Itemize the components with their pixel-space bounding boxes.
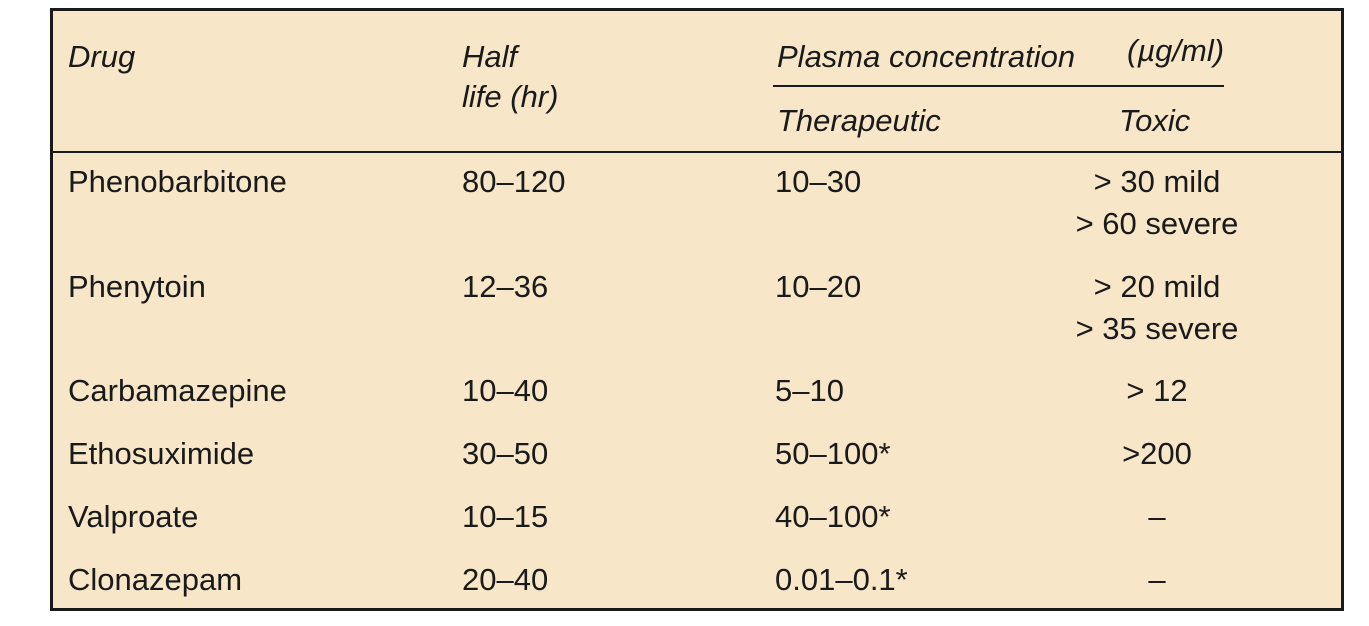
cell-toxic: > 20 mild: [1093, 269, 1221, 304]
cell-therapeutic: 40–100*: [775, 499, 891, 534]
cell-half-life: 80–120: [462, 164, 566, 199]
cell-therapeutic: 10–30: [775, 164, 862, 199]
cell-drug: Clonazepam: [68, 562, 243, 597]
cell-half-life: 10–40: [462, 373, 549, 408]
cell-toxic: > 35 severe: [1075, 311, 1239, 346]
cell-drug: Valproate: [68, 499, 199, 534]
header-half-life-line1: Half: [462, 39, 518, 74]
cell-therapeutic: 50–100*: [775, 436, 891, 471]
header-therapeutic: Therapeutic: [777, 103, 941, 138]
drug-levels-table: Drug Half life (hr) Plasma concentration…: [50, 8, 1344, 611]
cell-toxic: > 60 severe: [1075, 206, 1239, 241]
cell-toxic: –: [1148, 562, 1166, 597]
header-plasma-concentration: Plasma concentration: [777, 39, 1076, 74]
header-rule: [53, 151, 1341, 153]
cell-half-life: 20–40: [462, 562, 549, 597]
cell-toxic: >200: [1122, 436, 1192, 471]
cell-therapeutic: 5–10: [775, 373, 844, 408]
cell-half-life: 10–15: [462, 499, 549, 534]
cell-half-life: 30–50: [462, 436, 549, 471]
cell-toxic: > 12: [1126, 373, 1188, 408]
cell-therapeutic: 0.01–0.1*: [775, 562, 908, 597]
header-toxic: Toxic: [1119, 103, 1191, 138]
cell-therapeutic: 10–20: [775, 269, 862, 304]
cell-drug: Phenytoin: [68, 269, 206, 304]
header-subrule: [773, 85, 1224, 87]
cell-half-life: 12–36: [462, 269, 549, 304]
header-units: (µg/ml): [1127, 33, 1225, 68]
header-half-life-line2: life (hr): [462, 79, 559, 114]
cell-toxic: –: [1148, 499, 1166, 534]
cell-drug: Carbamazepine: [68, 373, 287, 408]
cell-toxic: > 30 mild: [1093, 164, 1221, 199]
header-drug: Drug: [68, 39, 136, 74]
cell-drug: Ethosuximide: [68, 436, 255, 471]
cell-drug: Phenobarbitone: [68, 164, 287, 199]
